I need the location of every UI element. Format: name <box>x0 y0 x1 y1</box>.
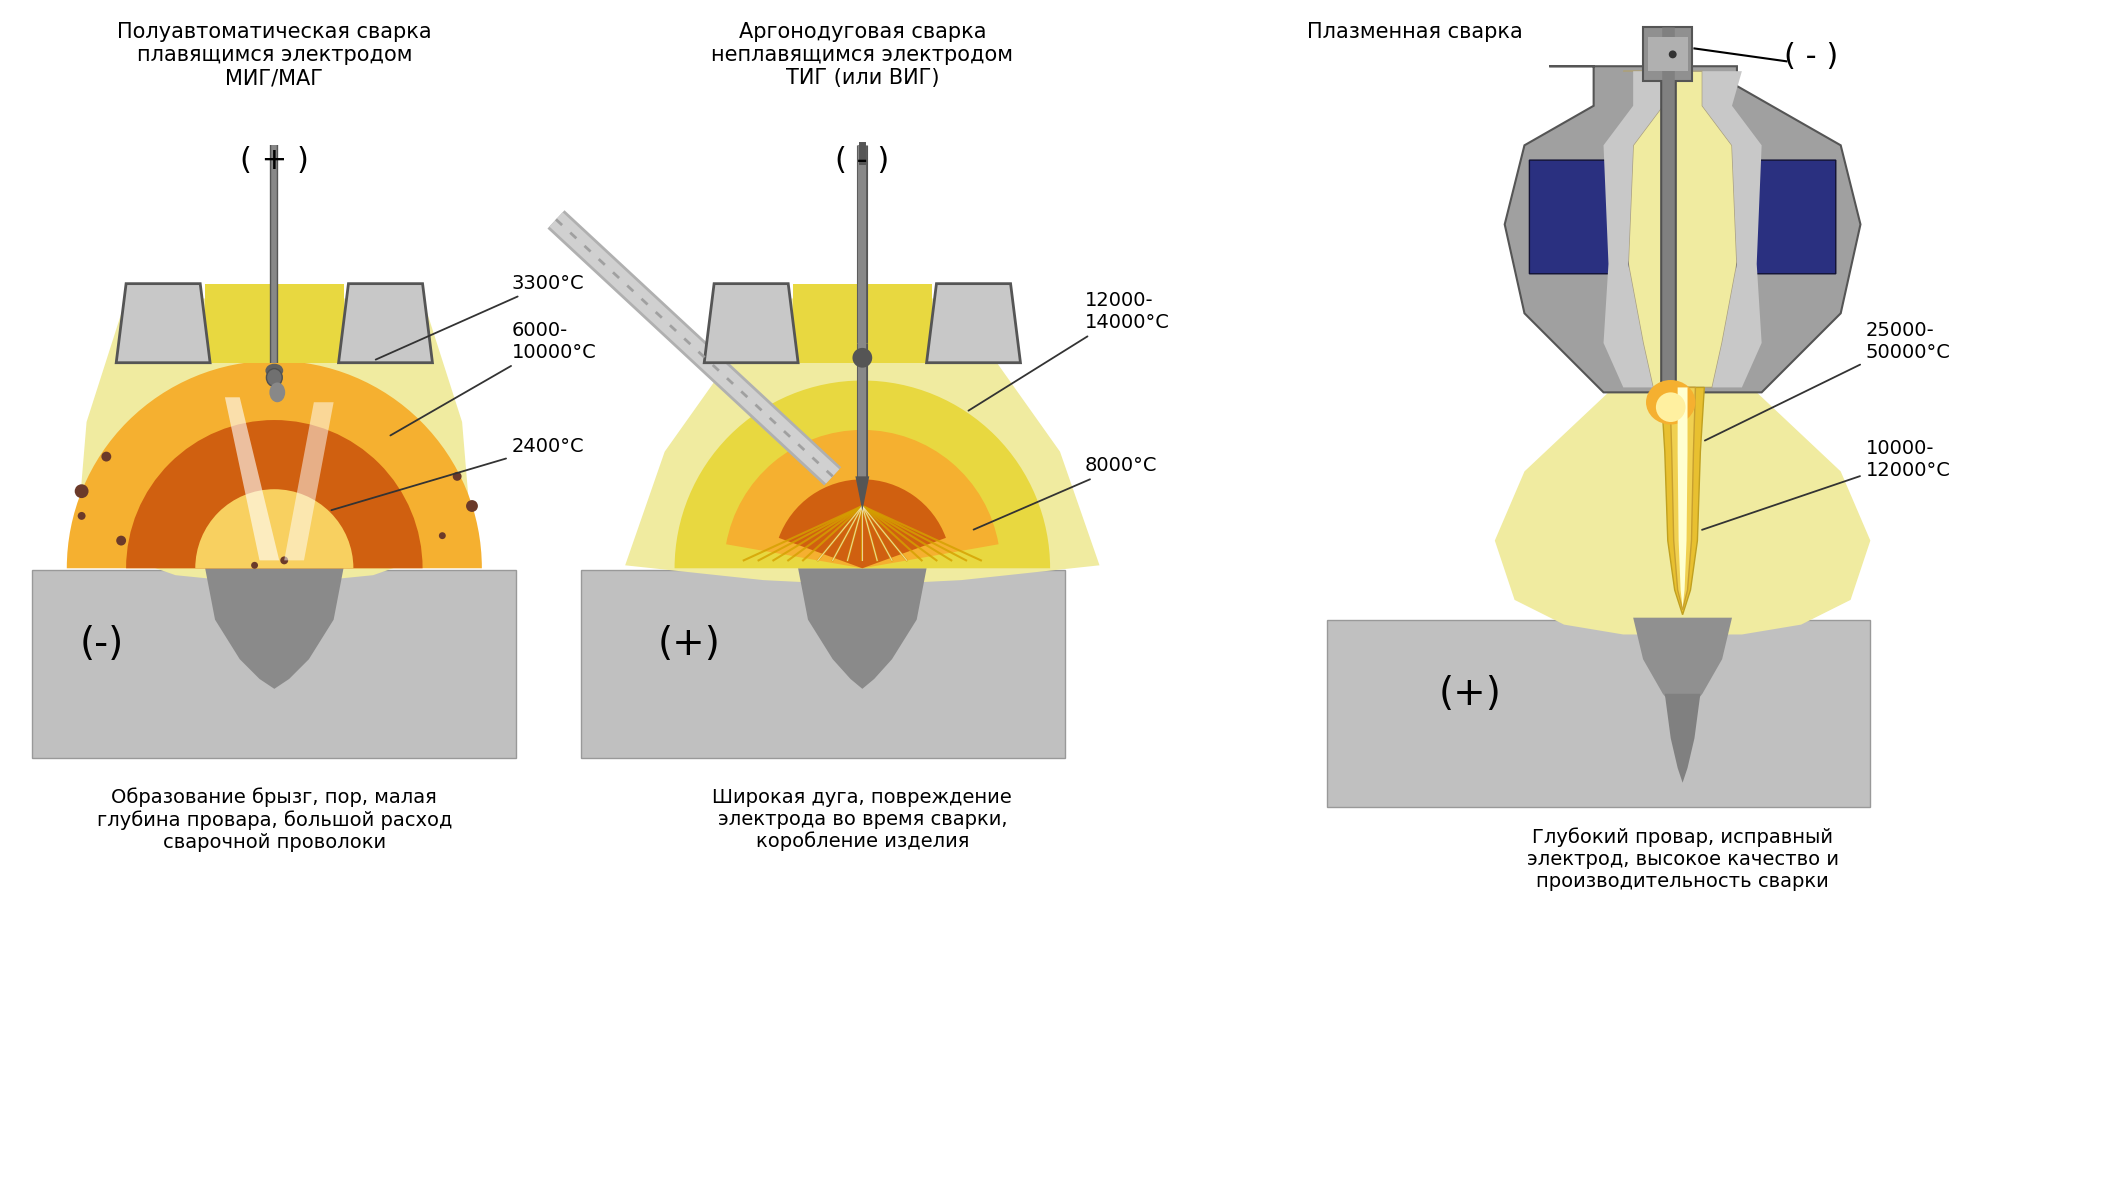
Ellipse shape <box>466 500 479 512</box>
Polygon shape <box>225 397 280 560</box>
Text: 3300°C: 3300°C <box>375 273 585 359</box>
Polygon shape <box>1661 388 1705 615</box>
Ellipse shape <box>1646 379 1694 424</box>
Text: (+): (+) <box>1438 675 1502 713</box>
Polygon shape <box>205 569 343 689</box>
Text: 8000°C: 8000°C <box>974 456 1156 530</box>
Polygon shape <box>1737 160 1836 274</box>
Ellipse shape <box>74 485 89 498</box>
Polygon shape <box>76 299 472 585</box>
Ellipse shape <box>851 348 873 368</box>
Polygon shape <box>1622 71 1737 388</box>
Wedge shape <box>127 420 424 569</box>
Ellipse shape <box>78 512 85 520</box>
Bar <box>792 284 932 363</box>
Text: Плазменная сварка: Плазменная сварка <box>1307 21 1523 41</box>
Polygon shape <box>703 284 798 363</box>
Ellipse shape <box>453 472 462 481</box>
Text: 25000-
50000°C: 25000- 50000°C <box>1705 320 1951 441</box>
Polygon shape <box>116 284 210 363</box>
Polygon shape <box>1669 388 1694 610</box>
Polygon shape <box>1495 392 1870 635</box>
Polygon shape <box>284 402 335 560</box>
Polygon shape <box>625 299 1099 585</box>
Text: ( - ): ( - ) <box>834 145 890 175</box>
Ellipse shape <box>1656 392 1686 422</box>
Polygon shape <box>1677 388 1688 608</box>
Polygon shape <box>1603 71 1663 388</box>
Ellipse shape <box>438 532 445 539</box>
Polygon shape <box>926 284 1021 363</box>
Polygon shape <box>856 476 868 511</box>
Polygon shape <box>798 569 926 689</box>
Wedge shape <box>68 361 483 569</box>
Bar <box>32 570 517 758</box>
Text: (-): (-) <box>78 625 123 663</box>
Text: Аргонодуговая сварка
неплавящимся электродом
ТИГ (или ВИГ): Аргонодуговая сварка неплавящимся электр… <box>712 21 1012 89</box>
Polygon shape <box>1633 618 1733 719</box>
Ellipse shape <box>267 369 282 387</box>
Polygon shape <box>1703 71 1762 388</box>
Ellipse shape <box>280 557 288 564</box>
Wedge shape <box>674 381 1051 569</box>
Text: Глубокий провар, исправный
электрод, высокое качество и
производительность сварк: Глубокий провар, исправный электрод, выс… <box>1527 827 1838 891</box>
Text: Широкая дуга, повреждение
электрода во время сварки,
коробление изделия: Широкая дуга, повреждение электрода во в… <box>712 787 1012 851</box>
Ellipse shape <box>1669 51 1677 58</box>
Text: 6000-
10000°C: 6000- 10000°C <box>390 320 597 435</box>
Polygon shape <box>1504 66 1860 392</box>
Wedge shape <box>726 430 998 569</box>
Ellipse shape <box>252 561 258 569</box>
Ellipse shape <box>265 364 284 377</box>
Text: ( - ): ( - ) <box>1783 41 1838 71</box>
Ellipse shape <box>102 452 112 461</box>
Text: 10000-
12000°C: 10000- 12000°C <box>1703 440 1951 530</box>
Text: Образование брызг, пор, малая
глубина провара, большой расход
сварочной проволок: Образование брызг, пор, малая глубина пр… <box>97 787 451 852</box>
Text: 12000-
14000°C: 12000- 14000°C <box>968 291 1169 410</box>
Bar <box>580 570 1065 758</box>
Bar <box>1326 619 1870 807</box>
Polygon shape <box>339 284 432 363</box>
Text: ( + ): ( + ) <box>239 145 309 175</box>
Polygon shape <box>1665 694 1701 782</box>
Wedge shape <box>779 480 947 569</box>
Text: 2400°C: 2400°C <box>330 436 585 511</box>
Bar <box>1648 37 1688 71</box>
Bar <box>205 284 343 363</box>
Wedge shape <box>195 489 354 569</box>
Ellipse shape <box>269 383 286 402</box>
Polygon shape <box>1529 160 1629 274</box>
Text: Полуавтоматическая сварка
плавящимся электродом
МИГ/МАГ: Полуавтоматическая сварка плавящимся эле… <box>116 21 432 89</box>
Text: (+): (+) <box>659 625 720 663</box>
Ellipse shape <box>116 535 127 546</box>
Bar <box>1644 27 1692 82</box>
